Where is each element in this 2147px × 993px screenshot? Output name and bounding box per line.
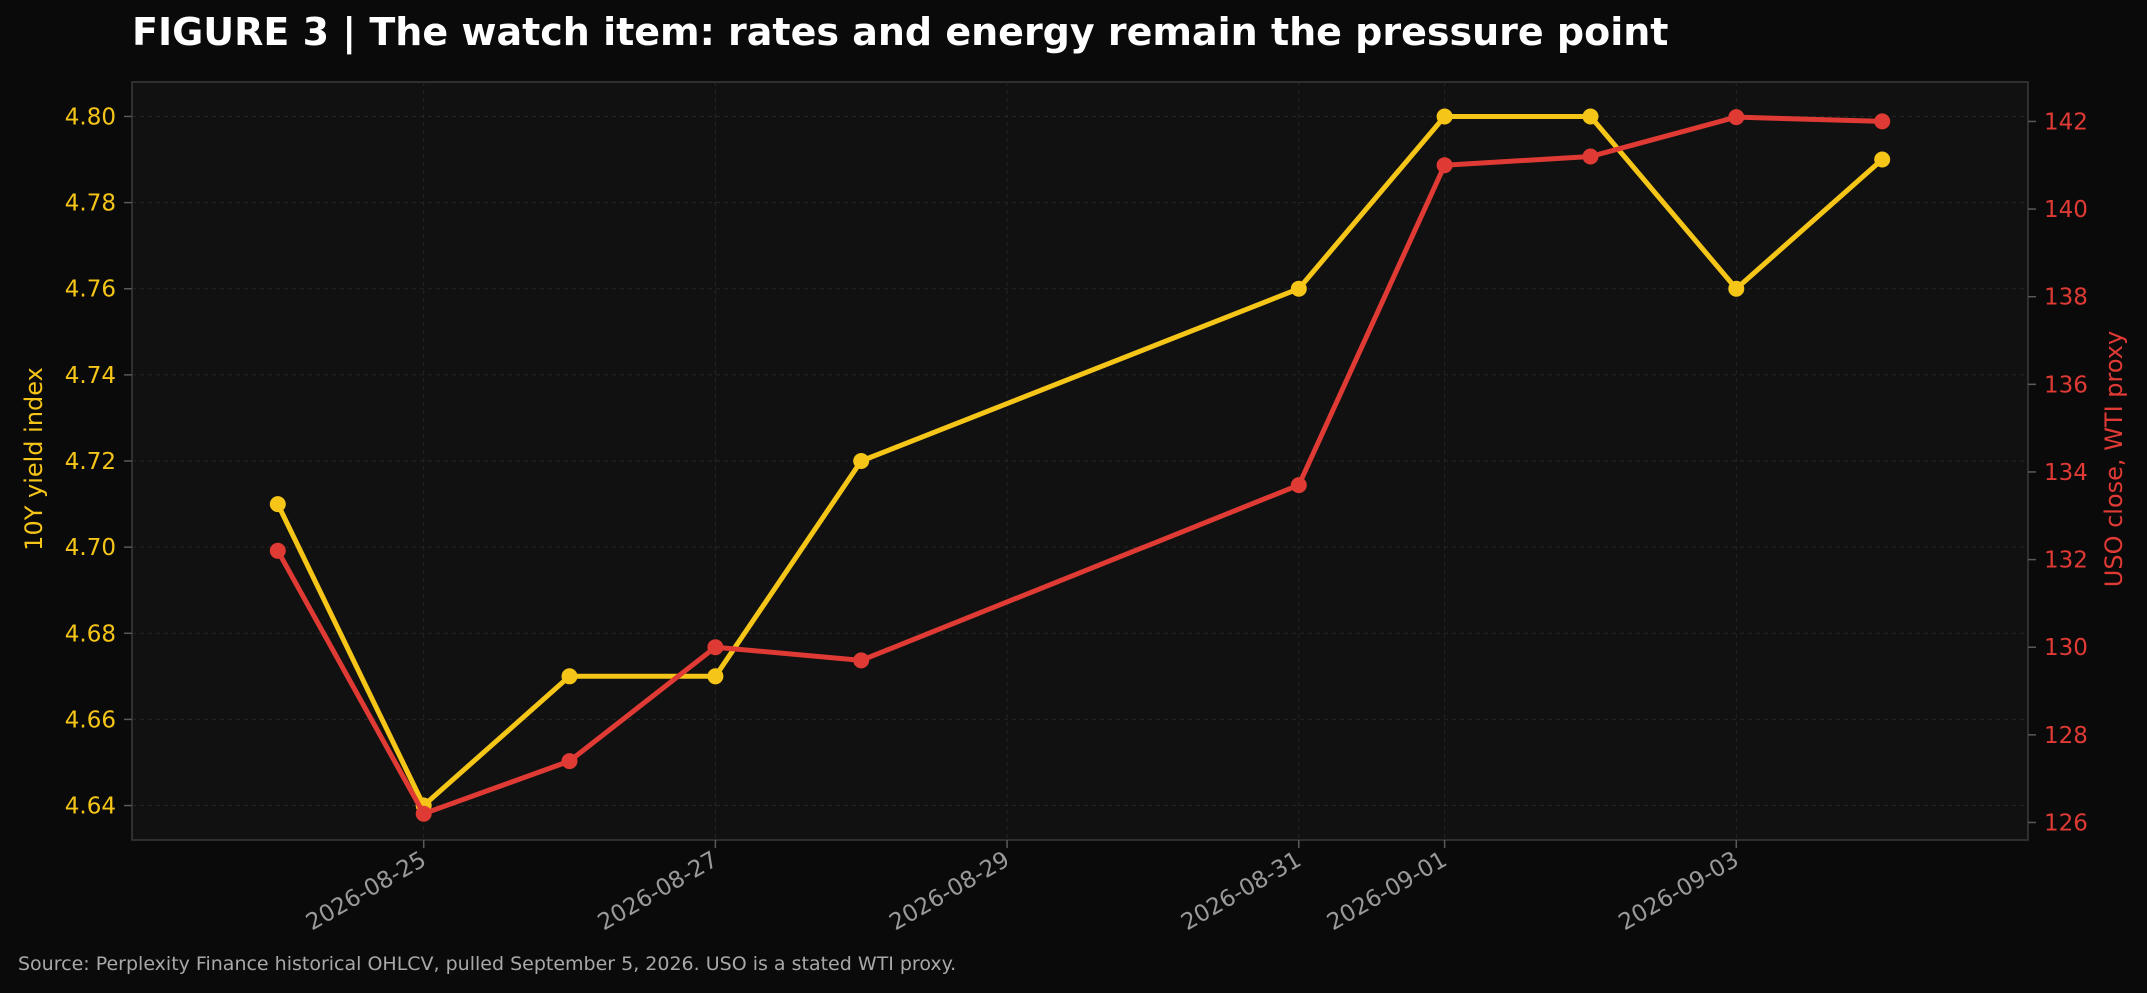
uso-data-point <box>853 652 870 669</box>
y-right-tick-label: 132 <box>2044 548 2088 574</box>
uso-data-point <box>1436 157 1453 174</box>
yield-data-point <box>707 668 724 685</box>
y-right-tick-label: 138 <box>2044 285 2088 311</box>
uso-data-point <box>561 753 578 770</box>
y-right-tick-label: 130 <box>2044 635 2088 661</box>
y-left-tick-label: 4.66 <box>65 707 116 733</box>
y-right-tick-label: 126 <box>2044 810 2088 836</box>
y-axis-left-label: 10Y yield index <box>20 367 48 551</box>
y-right-tick-label: 136 <box>2044 372 2088 398</box>
chart-title: FIGURE 3 | The watch item: rates and ene… <box>132 10 1668 55</box>
yield-data-point <box>269 496 286 513</box>
yield-data-point <box>1582 108 1599 125</box>
y-left-tick-label: 4.70 <box>65 535 116 561</box>
uso-data-point <box>707 639 724 656</box>
source-note: Source: Perplexity Finance historical OH… <box>18 953 956 975</box>
series-line-yield <box>275 114 1885 808</box>
yield-data-point <box>1728 280 1745 297</box>
uso-data-point <box>1582 148 1599 165</box>
yield-data-point <box>1874 151 1891 168</box>
series-line-uso <box>275 114 1885 817</box>
y-left-tick-label: 4.78 <box>65 191 116 217</box>
uso-data-point <box>1728 109 1745 126</box>
y-left-tick-label: 4.64 <box>65 794 116 820</box>
uso-data-point <box>1874 113 1891 130</box>
uso-data-point <box>269 542 286 559</box>
uso-data-point <box>1290 477 1307 494</box>
y-left-tick-label: 4.80 <box>65 104 116 130</box>
y-left-tick-label: 4.74 <box>65 363 116 389</box>
yield-data-point <box>1290 280 1307 297</box>
y-right-tick-label: 128 <box>2044 723 2088 749</box>
y-right-tick-label: 140 <box>2044 197 2088 223</box>
y-right-tick-label: 134 <box>2044 460 2088 486</box>
y-left-tick-label: 4.76 <box>65 277 116 303</box>
y-left-tick-label: 4.68 <box>65 621 116 647</box>
yield-data-point <box>561 668 578 685</box>
y-left-tick-label: 4.72 <box>65 449 116 475</box>
y-right-tick-label: 142 <box>2044 109 2088 135</box>
uso-data-point <box>415 805 432 822</box>
yield-data-point <box>853 453 870 469</box>
series-layer <box>269 108 1891 822</box>
y-axis-right-label: USO close, WTI proxy <box>2100 331 2128 587</box>
yield-data-point <box>1436 108 1453 125</box>
